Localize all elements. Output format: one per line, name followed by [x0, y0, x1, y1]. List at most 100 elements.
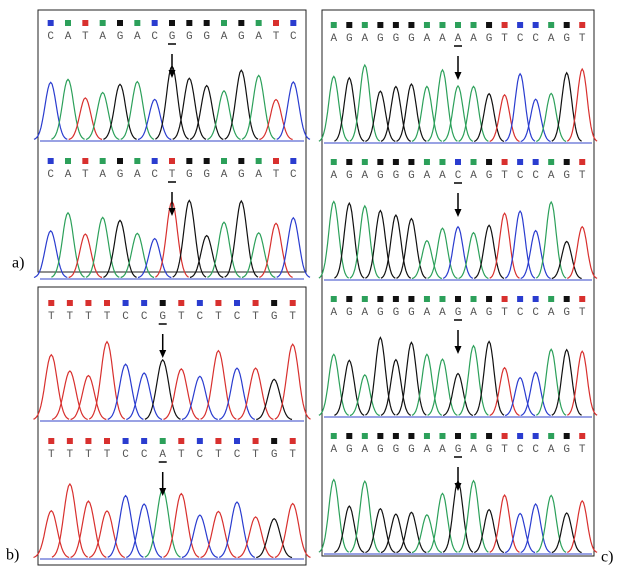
base-call-square [377, 159, 383, 165]
trace-peak [428, 359, 458, 415]
base-call-square [48, 158, 54, 164]
base-call-square [486, 296, 492, 302]
base-call-square [424, 22, 430, 28]
base-letter: G [408, 33, 415, 45]
base-call-square [533, 433, 539, 439]
trace-peak [459, 346, 489, 416]
base-letter: A [330, 33, 337, 45]
base-call-square [290, 158, 296, 164]
base-call-square [253, 300, 259, 306]
base-letter: A [255, 169, 262, 181]
base-call-square [517, 159, 523, 165]
base-letter: G [117, 31, 124, 43]
base-letter: T [501, 33, 508, 45]
base-letter: G [159, 311, 166, 323]
base-letter: A [134, 169, 141, 181]
trace-peak [459, 233, 489, 279]
base-call-square [517, 296, 523, 302]
base-call-square [215, 438, 221, 444]
base-call-square [48, 300, 54, 306]
base-call-square [331, 296, 337, 302]
base-call-square [204, 20, 210, 26]
base-call-square [455, 296, 461, 302]
base-letter: C [141, 311, 148, 323]
base-call-square [517, 433, 523, 439]
variant-arrowhead [455, 346, 462, 354]
base-call-square [564, 22, 570, 28]
base-letter: A [470, 444, 477, 456]
base-letter: G [393, 33, 400, 45]
base-letter: A [439, 307, 446, 319]
base-letter: A [99, 31, 106, 43]
base-letter: C [532, 33, 539, 45]
trace-peak [52, 484, 88, 557]
base-letter: T [178, 449, 185, 461]
base-letter: C [532, 307, 539, 319]
trace-peak [126, 373, 162, 420]
page: a) b) c) CATAGACGGGAGATCCATAGACTGGAGATCT… [0, 0, 628, 566]
trace-peak [490, 495, 520, 552]
base-call-square [362, 296, 368, 302]
base-call-square [579, 433, 585, 439]
base-call-square [186, 158, 192, 164]
base-letter: G [271, 449, 278, 461]
base-call-square [197, 300, 203, 306]
base-call-square [186, 20, 192, 26]
base-call-square [152, 158, 158, 164]
base-call-square [471, 296, 477, 302]
base-call-square [424, 433, 430, 439]
trace-peak [459, 481, 489, 553]
base-letter: G [393, 444, 400, 456]
base-call-square [256, 158, 262, 164]
trace-peak [89, 342, 125, 419]
base-letter: G [393, 170, 400, 182]
base-letter: G [486, 307, 493, 319]
base-letter: A [548, 170, 555, 182]
base-letter: A [65, 169, 72, 181]
base-call-square [408, 296, 414, 302]
base-letter: T [289, 449, 296, 461]
base-letter: G [377, 33, 384, 45]
trace-peak [536, 202, 566, 278]
base-letter: G [377, 307, 384, 319]
trace-peak [505, 378, 535, 416]
base-call-square [178, 438, 184, 444]
base-call-square [141, 438, 147, 444]
variant-arrowhead [159, 350, 166, 358]
trace-peak [319, 76, 349, 141]
base-call-square [85, 300, 91, 306]
trace-peak [381, 514, 411, 553]
base-call-square [160, 438, 166, 444]
trace-peak [256, 379, 292, 419]
trace-peak [71, 376, 107, 420]
base-letter: G [486, 170, 493, 182]
base-call-square [362, 159, 368, 165]
trace-peak [34, 82, 67, 139]
base-letter: T [215, 449, 222, 461]
base-letter: T [579, 170, 586, 182]
base-letter: T [85, 311, 92, 323]
base-call-square [123, 300, 129, 306]
base-letter: G [117, 169, 124, 181]
base-call-square [160, 300, 166, 306]
base-letter: A [424, 307, 431, 319]
base-letter: A [455, 33, 462, 45]
base-call-square [471, 433, 477, 439]
base-letter: G [486, 33, 493, 45]
base-call-square [331, 22, 337, 28]
base-call-square [117, 20, 123, 26]
base-call-square [82, 158, 88, 164]
trace-peak [126, 504, 162, 557]
base-letter: T [501, 444, 508, 456]
base-call-square [134, 20, 140, 26]
base-letter: G [455, 307, 462, 319]
base-letter: T [82, 31, 89, 43]
base-letter: G [238, 169, 245, 181]
base-letter: A [548, 33, 555, 45]
base-call-square [439, 159, 445, 165]
base-letter: G [455, 444, 462, 456]
trace-peak [428, 493, 458, 552]
base-letter: G [563, 444, 570, 456]
base-call-square [238, 158, 244, 164]
base-letter: A [362, 307, 369, 319]
